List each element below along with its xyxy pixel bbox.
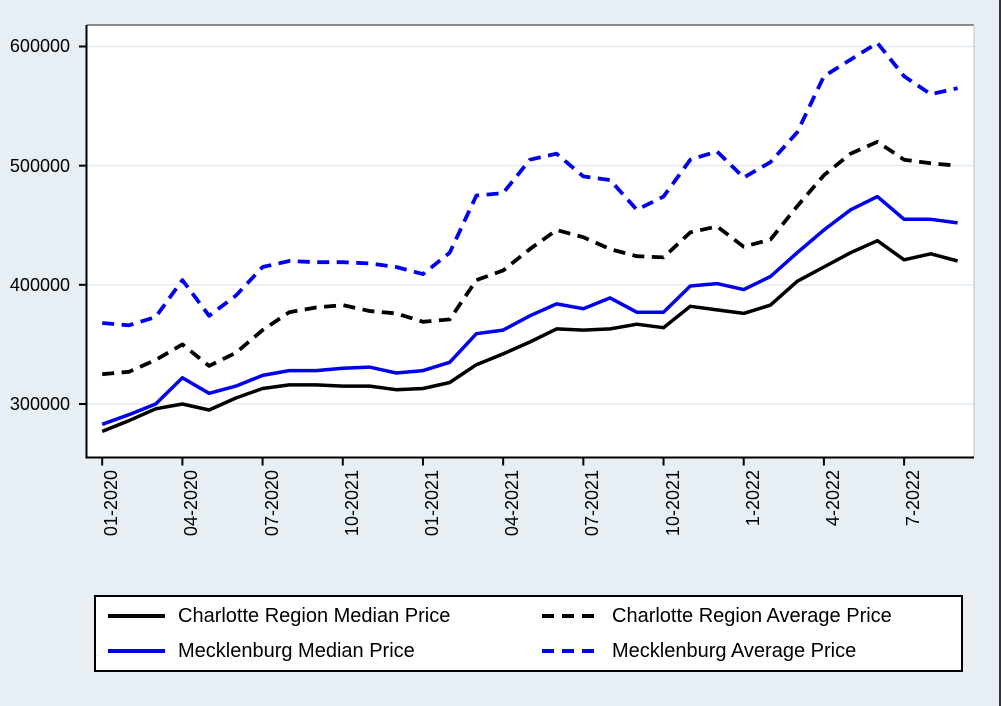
legend-line-sample-mecklenburg-median (108, 649, 165, 653)
x-axis-label: 07-2020 (261, 470, 282, 537)
legend-label: Mecklenburg Average Price (612, 639, 857, 662)
legend-label: Mecklenburg Median Price (178, 639, 415, 662)
legend-label: Charlotte Region Average Price (612, 604, 892, 627)
series-mecklenburg-average-price (102, 41, 959, 328)
x-axis-label: 04-2020 (181, 470, 202, 537)
legend-column-right: Charlotte Region Average Price Mecklenbu… (542, 597, 892, 670)
legend-item-charlotte-average: Charlotte Region Average Price (542, 599, 892, 634)
x-axis-label: 7-2022 (903, 470, 924, 527)
x-axis-label: 10-2021 (662, 470, 683, 537)
x-axis-label: 4-2022 (822, 470, 843, 527)
x-axis-label: 04-2021 (502, 470, 523, 537)
y-axis-label: 600000 (9, 36, 70, 57)
legend-item-mecklenburg-average: Mecklenburg Average Price (542, 634, 892, 669)
tick-layer (79, 45, 906, 466)
series-layer (101, 41, 959, 434)
plot-area (87, 25, 974, 457)
x-axis-label: 01-2021 (421, 470, 442, 537)
series-charlotte-region-median-price (101, 238, 959, 434)
legend-line-sample-charlotte-average (542, 614, 599, 618)
y-axis-label: 400000 (9, 274, 70, 295)
series-mecklenburg-median-price (101, 194, 958, 426)
legend-line-sample-mecklenburg-average (542, 649, 599, 653)
legend-line-sample-charlotte-median (108, 614, 165, 618)
y-axis-label: 300000 (9, 394, 70, 414)
x-axis-label: 10-2021 (341, 470, 362, 537)
chart-legend: Charlotte Region Median Price Mecklenbur… (94, 595, 963, 672)
legend-column-left: Charlotte Region Median Price Mecklenbur… (108, 597, 450, 670)
y-axis-label: 500000 (9, 155, 70, 176)
legend-item-charlotte-median: Charlotte Region Median Price (108, 599, 450, 634)
x-axis-label: 01-2020 (101, 470, 122, 537)
legend-label: Charlotte Region Median Price (178, 604, 451, 627)
x-axis-label: 1-2022 (742, 470, 763, 527)
x-axis-label: 07-2021 (582, 470, 603, 537)
series-charlotte-region-average-price (102, 139, 958, 377)
legend-item-mecklenburg-median: Mecklenburg Median Price (108, 634, 450, 669)
grid-layer (87, 45, 974, 405)
